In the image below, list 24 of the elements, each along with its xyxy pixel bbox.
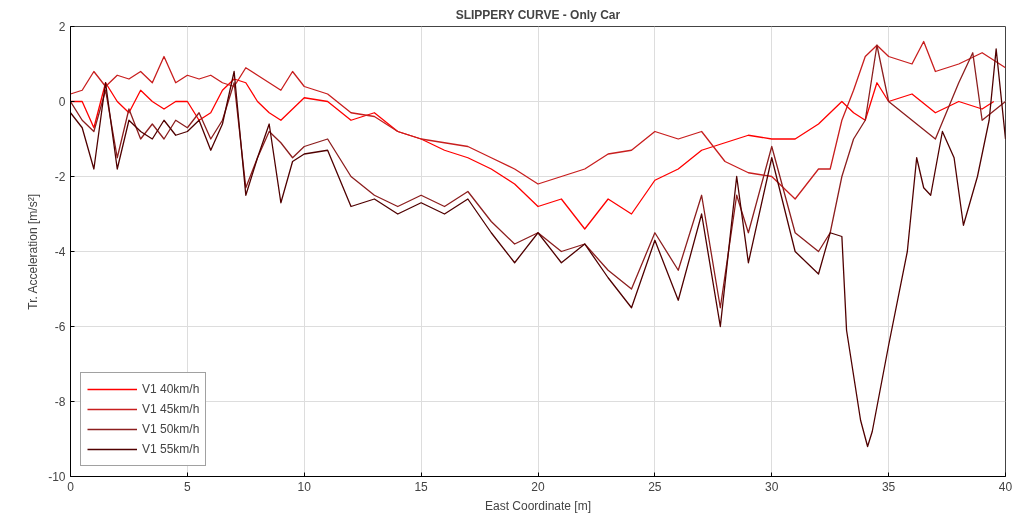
y-tick-label: -6: [54, 320, 66, 334]
y-axis-title: Tr. Acceleration [m/s²]: [26, 194, 41, 310]
x-tick-label: 15: [414, 479, 429, 494]
legend-label: V1 45km/h: [142, 402, 200, 416]
y-tick-label: 0: [58, 95, 66, 109]
x-tick-label: 20: [531, 479, 545, 494]
y-tick-label: -2: [54, 170, 66, 184]
x-tick-label: 30: [765, 479, 779, 494]
x-tick-label: 35: [881, 479, 896, 494]
y-tick-label: -4: [54, 245, 66, 259]
y-tick-label: -8: [54, 395, 66, 409]
legend-label: V1 55km/h: [142, 442, 200, 456]
x-tick-label: 25: [648, 479, 662, 494]
x-axis-title: East Coordinate [m]: [484, 498, 592, 513]
line-series: [70, 44, 1006, 309]
y-tick-label: 2: [58, 20, 66, 34]
chart-title: SLIPPERY CURVE - Only Car: [455, 7, 621, 22]
x-tick-label: 10: [297, 479, 312, 494]
legend-label: V1 50km/h: [142, 422, 200, 436]
x-tick-label: 5: [184, 479, 192, 494]
x-tick-label: 40: [998, 479, 1013, 494]
legend-label: V1 40km/h: [142, 382, 200, 396]
y-tick-label: -10: [48, 470, 66, 484]
line-series: [70, 40, 1006, 200]
